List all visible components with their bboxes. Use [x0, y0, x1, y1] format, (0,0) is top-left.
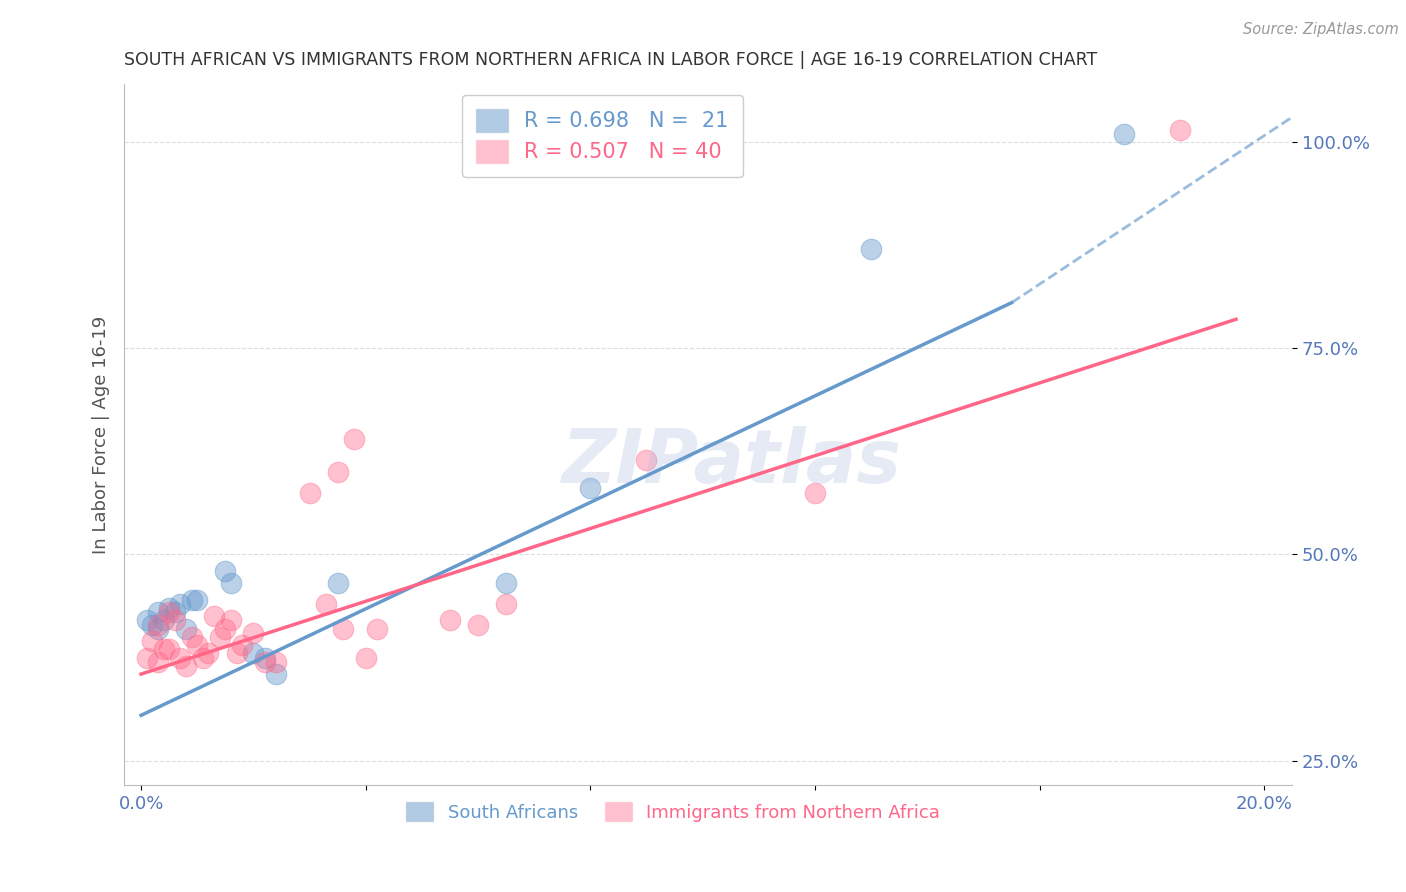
Point — [225, 647, 247, 661]
Point — [366, 622, 388, 636]
Point — [141, 634, 163, 648]
Point — [326, 576, 349, 591]
Point — [163, 614, 186, 628]
Point — [315, 597, 337, 611]
Point — [326, 465, 349, 479]
Point — [231, 638, 253, 652]
Point — [636, 452, 658, 467]
Text: Source: ZipAtlas.com: Source: ZipAtlas.com — [1243, 22, 1399, 37]
Point — [264, 667, 287, 681]
Point — [439, 614, 461, 628]
Point — [146, 617, 169, 632]
Point — [495, 597, 517, 611]
Point — [242, 647, 264, 661]
Point — [208, 630, 231, 644]
Point — [146, 655, 169, 669]
Point — [860, 242, 883, 256]
Point — [219, 576, 242, 591]
Point — [186, 638, 208, 652]
Point — [321, 807, 343, 822]
Text: ZIPatlas: ZIPatlas — [561, 426, 901, 500]
Point — [152, 614, 174, 628]
Point — [157, 605, 180, 619]
Point — [186, 592, 208, 607]
Point — [163, 605, 186, 619]
Point — [343, 432, 366, 446]
Point — [1168, 122, 1191, 136]
Point — [214, 564, 236, 578]
Point — [180, 592, 202, 607]
Point — [135, 614, 157, 628]
Point — [804, 485, 827, 500]
Point — [202, 609, 225, 624]
Point — [169, 597, 191, 611]
Point — [174, 658, 197, 673]
Point — [141, 617, 163, 632]
Point — [253, 655, 276, 669]
Legend: South Africans, Immigrants from Northern Africa: South Africans, Immigrants from Northern… — [399, 796, 948, 829]
Point — [146, 622, 169, 636]
Point — [180, 630, 202, 644]
Point — [197, 647, 219, 661]
Point — [332, 622, 354, 636]
Point — [579, 482, 602, 496]
Point — [495, 576, 517, 591]
Point — [219, 614, 242, 628]
Point — [276, 815, 298, 830]
Point — [214, 622, 236, 636]
Point — [157, 642, 180, 657]
Point — [264, 655, 287, 669]
Point — [152, 642, 174, 657]
Point — [242, 625, 264, 640]
Point — [1112, 127, 1135, 141]
Point — [174, 622, 197, 636]
Point — [281, 840, 304, 855]
Point — [467, 617, 489, 632]
Point — [270, 795, 292, 809]
Point — [135, 650, 157, 665]
Point — [298, 485, 321, 500]
Point — [169, 650, 191, 665]
Point — [191, 650, 214, 665]
Text: SOUTH AFRICAN VS IMMIGRANTS FROM NORTHERN AFRICA IN LABOR FORCE | AGE 16-19 CORR: SOUTH AFRICAN VS IMMIGRANTS FROM NORTHER… — [124, 51, 1098, 69]
Point — [253, 650, 276, 665]
Y-axis label: In Labor Force | Age 16-19: In Labor Force | Age 16-19 — [93, 316, 110, 554]
Point — [157, 601, 180, 615]
Point — [354, 650, 377, 665]
Point — [146, 605, 169, 619]
